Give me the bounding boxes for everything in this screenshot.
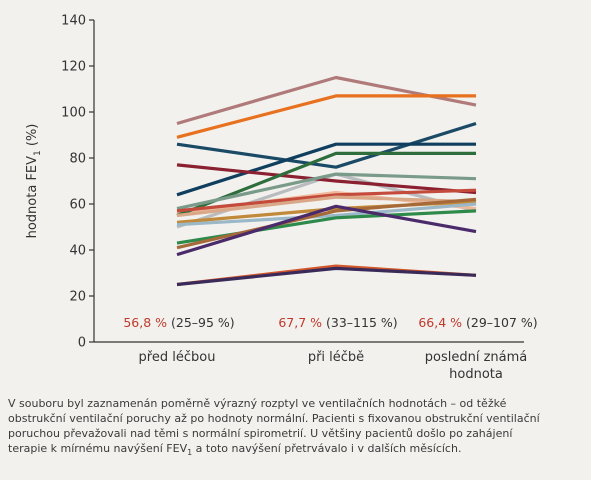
series-line-18 [176, 266, 477, 287]
x-tick-label: před léčbou [139, 350, 216, 365]
x-axis: před léčbou při léčbě poslední známá hodnot… [94, 341, 527, 382]
caption-line-2: obstrukční ventilační poruchy až po hodn… [8, 412, 540, 425]
y-tick-label: 120 [61, 60, 86, 75]
series-line-5 [176, 121, 477, 169]
series-line-6 [176, 142, 476, 197]
series-line-3 [176, 75, 477, 126]
series-line-13 [176, 202, 477, 227]
stat-value: 56,8 % [123, 315, 171, 330]
x-tick-label: poslední známá [425, 350, 527, 365]
stat-range: (29–107 %) [466, 315, 538, 330]
y-tick-label: 140 [61, 14, 86, 29]
y-axis: 0 20 40 60 80 100 120 140 [61, 14, 95, 351]
y-tick-label: 40 [69, 244, 86, 259]
stat-range: (25–95 %) [171, 315, 235, 330]
y-tick-label: 80 [69, 152, 86, 167]
y-tick-label: 0 [78, 336, 86, 351]
caption-line-4a: terapie k mírnému navýšení FEV [8, 442, 188, 455]
series-lines [176, 75, 477, 287]
stat-value: 66,4 % [418, 315, 466, 330]
y-tick-label: 20 [69, 290, 86, 305]
y-axis-label-subscript: 1 [33, 150, 43, 156]
series-line-4 [176, 94, 476, 139]
y-axis-label: hodnota FEV1 (%) [25, 124, 43, 239]
caption-line-4b: a toto navýšení přetrvávalo i v dalších … [192, 442, 462, 455]
y-axis-label-unit: (%) [25, 124, 40, 151]
series-line-11 [176, 195, 477, 218]
series-line-10 [176, 188, 477, 213]
stat-value: 67,7 % [278, 315, 326, 330]
stat-label: 56,8 % (25–95 %) [123, 315, 234, 330]
stat-label: 67,7 % (33–115 %) [278, 315, 397, 330]
figure-caption: V souboru byl zaznamenán poměrně výrazný… [8, 396, 584, 458]
series-line-8 [176, 151, 476, 217]
caption-line-1: V souboru byl zaznamenán poměrně výrazný… [8, 397, 507, 410]
y-tick-label: 60 [69, 198, 86, 213]
caption-subscript: 1 [187, 448, 193, 458]
series-line-9 [176, 172, 477, 211]
x-tick-label: hodnota [449, 367, 503, 382]
x-tick-label: při léčbě [308, 350, 364, 365]
y-axis-label-main: hodnota FEV [25, 156, 40, 239]
series-line-7 [176, 163, 477, 195]
series-line-16 [176, 204, 477, 257]
y-tick-label: 100 [61, 106, 86, 121]
caption-line-3: poruchou převažovali nad těmi s normální… [8, 427, 513, 440]
stat-range: (33–115 %) [326, 315, 398, 330]
stat-label: 66,4 % (29–107 %) [418, 315, 537, 330]
series-line-15 [176, 197, 477, 250]
summary-stats: 56,8 % (25–95 %) 67,7 % (33–115 %) 66,4 % … [123, 315, 537, 330]
